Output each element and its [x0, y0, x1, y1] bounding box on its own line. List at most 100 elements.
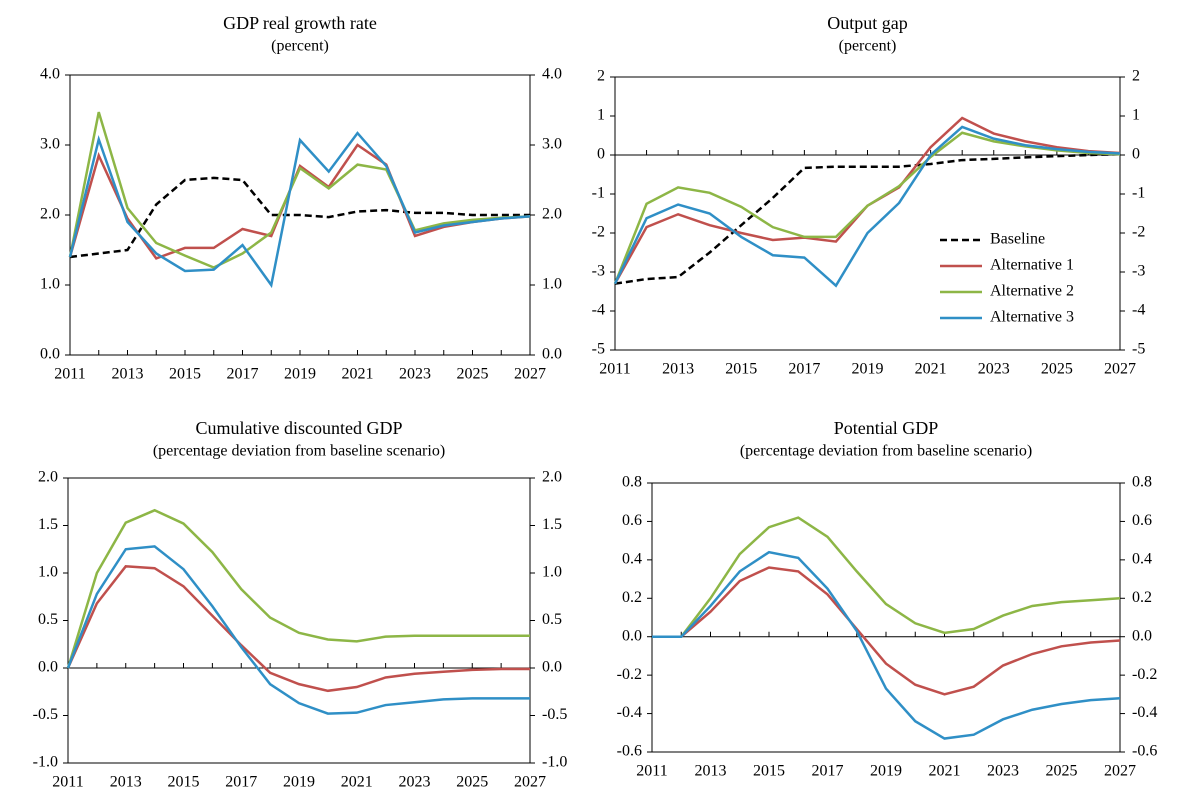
x-tick-label: 2027 [1104, 763, 1136, 780]
y-tick-label: 0.0 [40, 346, 60, 363]
y2-tick-label: 2.0 [542, 206, 562, 223]
y-tick-label: -0.6 [617, 743, 642, 760]
y2-tick-label: -0.5 [542, 706, 567, 723]
plot-frame [614, 76, 1121, 351]
x-tick-label: 2023 [978, 361, 1010, 378]
legend-label: Alternative 1 [990, 257, 1074, 274]
y2-tick-label: 1.0 [542, 276, 562, 293]
y2-tick-label: 2 [1132, 68, 1140, 85]
series-line [652, 550, 1121, 740]
chart-subtitle: (percent) [271, 38, 329, 55]
y2-tick-label: 0.5 [542, 611, 562, 628]
y-tick-label: 1.0 [40, 276, 60, 293]
x-tick-label: 2017 [225, 774, 257, 790]
x-tick-label: 2027 [514, 366, 546, 383]
series-line [652, 516, 1121, 638]
chart-title: GDP real growth rate [223, 13, 377, 33]
x-tick-label: 2015 [725, 361, 757, 378]
x-tick-label: 2021 [341, 774, 373, 790]
y2-tick-label: -0.6 [1132, 743, 1157, 760]
y2-tick-label: 4.0 [542, 66, 562, 83]
y-tick-label: -3 [592, 263, 605, 280]
y-tick-label: -0.2 [617, 666, 642, 683]
x-tick-label: 2025 [457, 366, 489, 383]
series-line [613, 125, 1121, 288]
y2-tick-label: -0.4 [1132, 704, 1157, 721]
y-tick-label: 1.0 [38, 564, 58, 581]
legend-label: Baseline [990, 231, 1045, 248]
y2-tick-label: -0.2 [1132, 666, 1157, 683]
y-tick-label: -4 [592, 302, 605, 319]
y2-tick-label: 2.0 [542, 469, 562, 486]
legend-label: Alternative 3 [990, 309, 1074, 326]
legend-label: Alternative 2 [990, 283, 1074, 300]
y-tick-label: 2.0 [40, 206, 60, 223]
chart-subtitle: (percent) [839, 38, 897, 55]
x-tick-label: 2025 [1046, 763, 1078, 780]
y-tick-label: 3.0 [40, 136, 60, 153]
y2-tick-label: 0.0 [542, 346, 562, 363]
x-tick-label: 2025 [456, 774, 488, 790]
y2-tick-label: -3 [1132, 263, 1145, 280]
x-tick-label: 2011 [636, 763, 667, 780]
y-tick-label: -0.5 [33, 706, 58, 723]
y2-tick-label: -5 [1132, 341, 1145, 358]
x-tick-label: 2015 [168, 774, 200, 790]
y2-tick-label: -1.0 [542, 754, 567, 771]
x-tick-label: 2025 [1041, 361, 1073, 378]
chart-subtitle: (percentage deviation from baseline scen… [740, 443, 1032, 460]
x-tick-label: 2021 [342, 366, 374, 383]
y2-tick-label: 0.8 [1132, 474, 1152, 491]
y-tick-label: 0.6 [622, 512, 642, 529]
y2-tick-label: 0 [1132, 146, 1140, 163]
plot-frame [651, 482, 1121, 753]
y-tick-label: -1.0 [33, 754, 58, 771]
x-tick-label: 2011 [599, 361, 630, 378]
x-tick-label: 2019 [284, 366, 316, 383]
y-tick-label: 0 [597, 146, 605, 163]
chart-title: Output gap [827, 13, 908, 33]
y2-tick-label: 0.0 [542, 659, 562, 676]
series-line [68, 131, 531, 289]
y-tick-label: 4.0 [40, 66, 60, 83]
y2-tick-label: 3.0 [542, 136, 562, 153]
series-line [66, 565, 530, 693]
y2-tick-label: 1 [1132, 107, 1140, 124]
x-tick-label: 2017 [812, 763, 844, 780]
plot-frame [67, 477, 531, 764]
x-tick-label: 2021 [915, 361, 947, 378]
y-tick-label: -0.4 [617, 704, 642, 721]
series-line [68, 143, 531, 260]
y-tick-label: -2 [592, 224, 605, 241]
y2-tick-label: 0.0 [1132, 627, 1152, 644]
x-tick-label: 2027 [514, 774, 546, 790]
x-tick-label: 2019 [852, 361, 884, 378]
y-tick-label: 0.0 [622, 627, 642, 644]
y-tick-label: 2 [597, 68, 605, 85]
y-tick-label: 0.4 [622, 551, 642, 568]
series-line [69, 176, 530, 259]
series-line [68, 111, 531, 269]
y2-tick-label: 0.6 [1132, 512, 1152, 529]
y2-tick-label: -1 [1132, 185, 1145, 202]
y-tick-label: -1 [592, 185, 605, 202]
series-line [652, 566, 1121, 696]
y-tick-label: 1.5 [38, 516, 58, 533]
y2-tick-label: 0.4 [1132, 551, 1152, 568]
y2-tick-label: -4 [1132, 302, 1145, 319]
series-line [66, 508, 530, 669]
x-tick-label: 2013 [695, 763, 727, 780]
x-tick-label: 2011 [52, 774, 83, 790]
x-tick-label: 2023 [987, 763, 1019, 780]
y-tick-label: 0.0 [38, 659, 58, 676]
y-tick-label: 1 [597, 107, 605, 124]
y-tick-label: 2.0 [38, 469, 58, 486]
y-tick-label: 0.2 [622, 589, 642, 606]
series-line [614, 152, 1121, 285]
x-tick-label: 2015 [169, 366, 201, 383]
series-line [66, 545, 530, 715]
x-tick-label: 2019 [283, 774, 315, 790]
chart-title: Cumulative discounted GDP [196, 418, 403, 438]
y2-tick-label: -2 [1132, 224, 1145, 241]
x-tick-label: 2027 [1104, 361, 1136, 378]
